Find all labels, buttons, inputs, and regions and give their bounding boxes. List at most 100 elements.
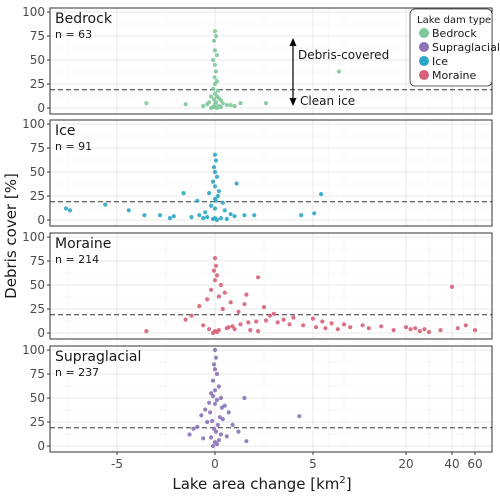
data-point — [195, 424, 200, 429]
y-tick-label: 100 — [22, 343, 45, 357]
data-point — [215, 193, 220, 199]
y-tick-label: 100 — [22, 117, 45, 131]
legend-swatch — [419, 56, 429, 66]
data-point — [142, 213, 147, 218]
data-point — [144, 329, 149, 334]
data-point — [319, 192, 324, 197]
data-point — [263, 101, 269, 106]
data-point — [417, 329, 422, 334]
x-tick-label: 60 — [467, 457, 482, 471]
data-point — [299, 213, 304, 218]
panel-count: n = 214 — [55, 253, 99, 266]
data-point — [216, 438, 221, 443]
data-point — [212, 81, 218, 87]
data-point — [210, 330, 216, 336]
panel-title: Ice — [55, 123, 75, 139]
legend-box — [409, 8, 493, 87]
data-point — [144, 101, 149, 106]
data-point — [224, 103, 229, 108]
data-point — [201, 323, 206, 328]
data-point — [329, 321, 334, 326]
data-point — [366, 326, 371, 331]
legend-label: Supraglacial — [432, 41, 500, 54]
data-point — [211, 362, 217, 367]
legend-label: Moraine — [432, 69, 477, 82]
data-point — [238, 101, 243, 106]
data-point — [217, 415, 222, 420]
data-point — [209, 105, 214, 111]
data-point — [224, 326, 229, 331]
data-point — [158, 213, 163, 218]
panel-title: Supraglacial — [55, 349, 141, 365]
data-point — [187, 432, 192, 437]
data-point — [218, 395, 223, 401]
data-point — [203, 210, 208, 215]
data-point — [191, 426, 196, 431]
data-point — [236, 429, 241, 434]
data-point — [214, 94, 220, 99]
data-point — [210, 57, 216, 63]
data-point — [205, 215, 210, 220]
data-point — [218, 282, 223, 288]
data-point — [218, 216, 223, 221]
data-point — [210, 418, 215, 424]
data-point — [391, 328, 396, 333]
x-tick-label: -5 — [111, 457, 123, 471]
data-point — [228, 300, 233, 305]
data-point — [167, 216, 172, 221]
data-point — [212, 256, 218, 261]
data-point — [197, 304, 202, 309]
y-axis-title: Debris cover [%] — [2, 173, 20, 299]
data-point — [213, 69, 219, 74]
data-point — [212, 29, 218, 34]
data-point — [222, 208, 227, 213]
data-point — [126, 208, 131, 213]
data-point — [226, 410, 231, 415]
y-tick-label: 0 — [37, 439, 45, 453]
panel-background — [50, 233, 492, 339]
annotation-arrow-down-head — [289, 98, 297, 106]
data-point — [211, 165, 217, 170]
data-point — [207, 327, 212, 332]
data-point — [230, 324, 235, 329]
data-point — [201, 436, 206, 441]
data-point — [211, 38, 217, 43]
panel-frame — [49, 345, 493, 453]
data-point — [189, 313, 194, 318]
data-point — [212, 388, 218, 393]
data-point — [248, 328, 253, 333]
threshold-annotation: Debris-covered Clean ice — [289, 38, 389, 108]
legend-swatch — [419, 42, 429, 52]
data-point — [209, 94, 214, 99]
y-tick-label: 25 — [30, 415, 45, 429]
data-point — [216, 294, 221, 299]
data-point — [348, 325, 353, 330]
data-point — [336, 69, 342, 74]
data-point — [212, 48, 218, 53]
data-point — [208, 410, 213, 415]
y-tick-label: 50 — [30, 53, 45, 67]
data-point — [210, 216, 216, 222]
data-point — [213, 355, 219, 360]
annotation-debris-covered-label: Debris-covered — [298, 48, 389, 62]
data-point — [197, 213, 202, 218]
y-tick-label: 0 — [37, 326, 45, 340]
data-point — [212, 169, 218, 175]
y-tick-label: 75 — [30, 141, 45, 155]
data-point — [214, 442, 220, 447]
data-point — [207, 191, 212, 196]
data-point — [213, 33, 219, 39]
panel-count: n = 237 — [55, 366, 99, 379]
data-point — [210, 443, 216, 449]
data-point — [426, 329, 432, 335]
data-point — [220, 101, 225, 106]
data-point — [214, 217, 220, 223]
data-point — [234, 181, 239, 186]
data-point — [214, 174, 220, 179]
data-point — [210, 394, 216, 399]
panel-title: Bedrock — [55, 11, 113, 27]
data-point — [256, 329, 261, 334]
data-point — [218, 104, 223, 110]
data-point — [267, 313, 272, 318]
